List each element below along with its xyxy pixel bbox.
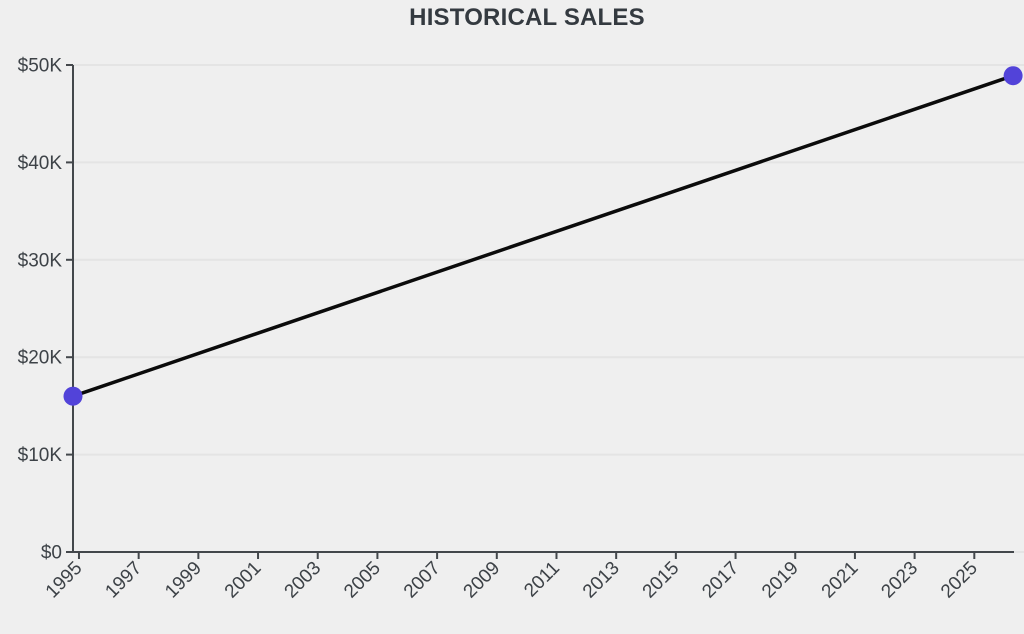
y-tick-label: $40K [18,153,63,174]
data-point-marker [1003,66,1023,86]
y-tick-label: $0 [41,543,62,564]
x-tick-label: 1995 [42,558,87,603]
x-tick-label: 2003 [281,558,326,603]
x-tick-label: 2011 [520,558,564,602]
x-tick-label: 2019 [758,558,803,603]
x-tick-label: 2021 [818,558,863,603]
sales-line [71,73,1015,398]
data-point-marker [63,386,83,406]
x-tick-label: 2009 [460,558,505,603]
chart-title: HISTORICAL SALES [409,4,645,31]
x-tick-label: 2013 [579,558,624,603]
x-tick-label: 2001 [221,558,266,603]
y-tick-label: $50K [18,56,63,77]
x-tick-label: 1999 [161,558,206,603]
x-tick-label: 2015 [639,558,684,603]
y-tick-label: $30K [18,250,63,271]
y-tick-label: $20K [18,348,63,369]
x-tick-label: 2017 [698,558,743,603]
x-tick-label: 2025 [937,558,982,603]
y-tick-label: $10K [18,445,63,466]
x-tick-label: 1997 [101,558,146,603]
x-tick-label: 2023 [877,558,922,603]
x-tick-label: 2005 [340,558,385,603]
x-tick-label: 2007 [400,558,445,603]
